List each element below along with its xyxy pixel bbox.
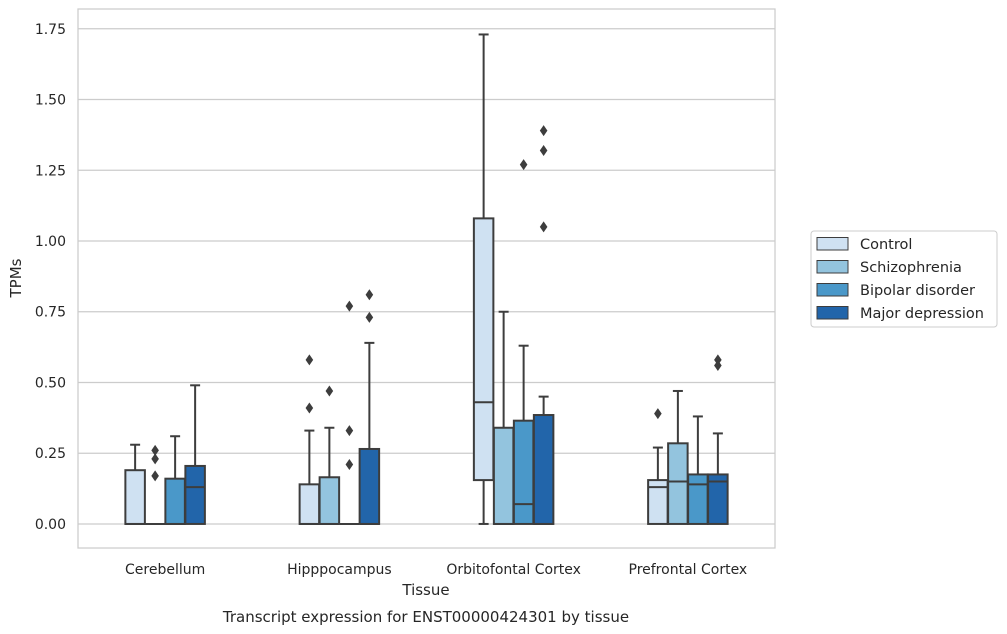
box-body — [318, 476, 341, 525]
box-body — [667, 442, 689, 525]
box-control — [472, 33, 495, 525]
outlier-point — [539, 144, 548, 156]
outlier-point — [151, 444, 159, 456]
box-bipolar-disorder — [512, 159, 535, 525]
legend-swatch — [816, 237, 849, 251]
box-schizophrenia — [492, 310, 515, 525]
box-body — [512, 419, 535, 525]
outlier-point — [345, 425, 354, 437]
chart-caption: Transcript expression for ENST0000042430… — [222, 608, 629, 626]
outlier-point — [714, 360, 722, 372]
plot-frame — [77, 8, 776, 549]
box-schizophrenia — [318, 385, 341, 525]
box-body — [532, 414, 555, 525]
legend-label: Schizophrenia — [860, 260, 962, 276]
box-schizophrenia — [667, 389, 689, 525]
outlier-point — [539, 221, 548, 233]
legend-swatch — [816, 283, 849, 297]
y-tick-label: 1.50 — [35, 93, 66, 109]
outlier-point — [325, 385, 334, 397]
y-tick-label: 0.75 — [35, 305, 66, 321]
box-body — [124, 469, 146, 525]
legend-label: Bipolar disorder — [860, 283, 975, 299]
box-bipolar-disorder — [339, 300, 360, 525]
box-major-depression — [358, 289, 381, 525]
box-control — [298, 354, 321, 525]
box-body — [707, 473, 729, 525]
legend-swatch — [816, 260, 849, 274]
y-tick-label: 1.75 — [35, 22, 66, 38]
y-tick-label: 0.25 — [35, 446, 66, 462]
outlier-point — [519, 159, 528, 171]
box-control — [124, 443, 146, 525]
box-major-depression — [184, 384, 206, 525]
box-major-depression — [532, 125, 555, 525]
box-body — [492, 426, 515, 525]
legend-label: Major depression — [860, 306, 984, 322]
box-plot-area — [124, 33, 729, 525]
box-body — [358, 447, 381, 525]
y-tick-label: 0.00 — [35, 517, 66, 533]
outlier-point — [305, 402, 314, 414]
outlier-point — [151, 453, 159, 465]
legend-swatch — [816, 306, 849, 320]
outlier-point — [345, 300, 354, 312]
y-axis-label: TPMs — [7, 258, 25, 298]
box-body — [164, 477, 186, 525]
box-body — [184, 464, 206, 525]
outlier-point — [305, 354, 314, 366]
x-tick-label: Prefrontal Cortex — [629, 562, 748, 578]
y-tick-label: 1.00 — [35, 234, 66, 250]
x-axis-ticks: Cerebellum Hipppocampus Orbitofontal Corte… — [125, 562, 747, 578]
box-bipolar-disorder — [164, 435, 186, 525]
box-body — [472, 217, 495, 482]
x-tick-label: Hipppocampus — [287, 562, 392, 578]
outlier-point — [539, 125, 548, 137]
outlier-point — [345, 459, 354, 471]
box-control — [647, 408, 669, 525]
legend-frame — [810, 230, 998, 328]
x-tick-label: Orbitofontal Cortex — [446, 562, 581, 578]
legend-label: Control — [860, 237, 912, 253]
box-major-depression — [707, 354, 729, 525]
outlier-point — [365, 289, 374, 301]
outlier-point — [654, 408, 662, 420]
outlier-point — [365, 311, 374, 323]
legend: Control Schizophrenia Bipolar disorder Majo… — [810, 230, 998, 328]
outlier-point — [714, 354, 722, 366]
box-bipolar-disorder — [687, 415, 709, 525]
outlier-point — [151, 470, 159, 482]
box-schizophrenia — [145, 444, 165, 525]
box-body — [298, 483, 321, 525]
x-axis-label: Tissue — [401, 581, 449, 599]
box-body — [687, 473, 709, 525]
x-tick-label: Cerebellum — [125, 562, 205, 578]
y-tick-label: 0.50 — [35, 375, 66, 391]
y-tick-label: 1.25 — [35, 163, 66, 179]
legend-items: Control Schizophrenia Bipolar disorder Majo… — [816, 237, 984, 322]
y-axis-ticks: 0.00 0.25 0.50 0.75 1.00 1.25 1.50 1.75 — [35, 22, 66, 533]
